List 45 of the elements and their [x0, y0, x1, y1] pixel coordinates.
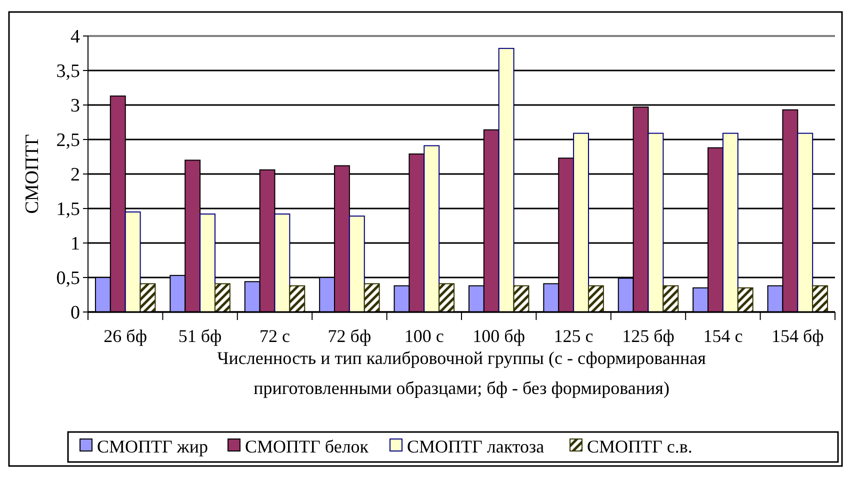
- bar: [424, 145, 440, 312]
- legend-label: СМОПТГ лактоза: [407, 436, 544, 456]
- x-tick-label: 26 бф: [104, 326, 148, 346]
- bar: [513, 285, 530, 312]
- x-tick-label: 154 с: [703, 326, 743, 346]
- y-axis-title: СМОПТГ: [22, 134, 43, 214]
- bar: [124, 211, 141, 312]
- legend-label: СМОПТГ жир: [97, 436, 208, 456]
- bar: [573, 132, 589, 312]
- x-tick-label: 51 бф: [178, 326, 222, 346]
- x-tick-label: 125 с: [554, 326, 594, 346]
- bar: [722, 132, 738, 312]
- bar: [200, 214, 216, 312]
- y-tick-label: 0,5: [56, 268, 80, 290]
- y-tick-label: 1,5: [56, 199, 80, 220]
- bar: [498, 48, 514, 312]
- y-tick-label: 3,5: [56, 61, 80, 82]
- x-tick-label: 100 с: [404, 326, 444, 346]
- x-tick-label: 72 бф: [328, 326, 372, 346]
- x-tick-label: 100 бф: [472, 326, 526, 346]
- bar: [140, 283, 156, 312]
- bar: [797, 132, 814, 312]
- y-tick-label: 4: [70, 26, 80, 48]
- bar: [214, 283, 230, 312]
- legend-label: СМОПТГ с.в.: [587, 436, 692, 456]
- bar: [289, 285, 306, 312]
- bar: [812, 285, 828, 312]
- bar: [438, 283, 455, 312]
- x-tick-label: 125 бф: [622, 326, 674, 346]
- bar: [348, 216, 365, 312]
- bar: [364, 283, 380, 312]
- y-tick-label: 2: [70, 164, 80, 186]
- bar: [274, 214, 290, 312]
- x-tick-label: 72 с: [260, 326, 290, 346]
- y-tick-label: 3: [70, 96, 80, 117]
- bar: [648, 132, 664, 312]
- x-axis-title: Численность и тип калибровочной группы (с - сформированная приготовленными образцами; бф - без формирования): [217, 348, 706, 398]
- y-tick-label: 1: [70, 234, 80, 255]
- bar: [737, 287, 754, 312]
- x-tick-label: 154 бф: [771, 326, 824, 346]
- legend-label: СМОПТГ белок: [245, 436, 369, 456]
- y-tick-label: 2,5: [56, 130, 80, 152]
- bar: [588, 285, 604, 312]
- bar: [662, 285, 679, 312]
- y-tick-label: 0: [70, 302, 80, 324]
